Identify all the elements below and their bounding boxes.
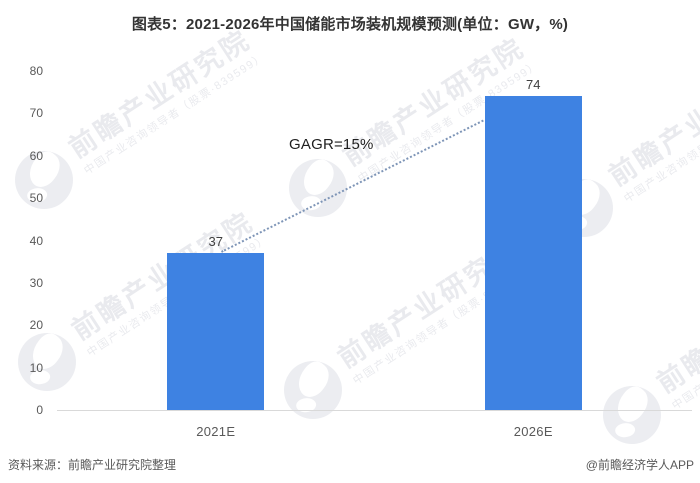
y-axis-tick-label: 80 bbox=[29, 64, 43, 78]
y-axis-tick-label: 20 bbox=[29, 318, 43, 333]
y-axis-tick-label: 30 bbox=[29, 275, 43, 290]
bar-2021E bbox=[167, 253, 265, 410]
bar-value-label: 74 bbox=[526, 77, 541, 93]
y-axis-tick-label: 0 bbox=[36, 403, 43, 417]
chart-title: 图表5：2021-2026年中国储能市场装机规模预测(单位：GW，%) bbox=[131, 16, 569, 33]
source-note: 资料来源：前瞻产业研究院整理 bbox=[8, 458, 177, 472]
y-axis-tick-label: 70 bbox=[29, 106, 43, 121]
y-axis-tick-label: 40 bbox=[29, 233, 43, 248]
x-axis-line bbox=[57, 410, 692, 411]
y-axis-tick-label: 50 bbox=[29, 191, 43, 206]
y-axis-tick-label: 10 bbox=[29, 360, 43, 375]
cagr-label: GAGR=15% bbox=[289, 136, 374, 153]
y-axis-tick-label: 60 bbox=[29, 148, 43, 163]
bar-value-label: 37 bbox=[208, 234, 223, 250]
credit-note: @前瞻经济学人APP bbox=[585, 458, 694, 472]
x-axis-tick-label: 2026E bbox=[513, 424, 553, 439]
bar-2026E bbox=[484, 96, 582, 410]
x-axis-tick-label: 2021E bbox=[196, 424, 236, 439]
